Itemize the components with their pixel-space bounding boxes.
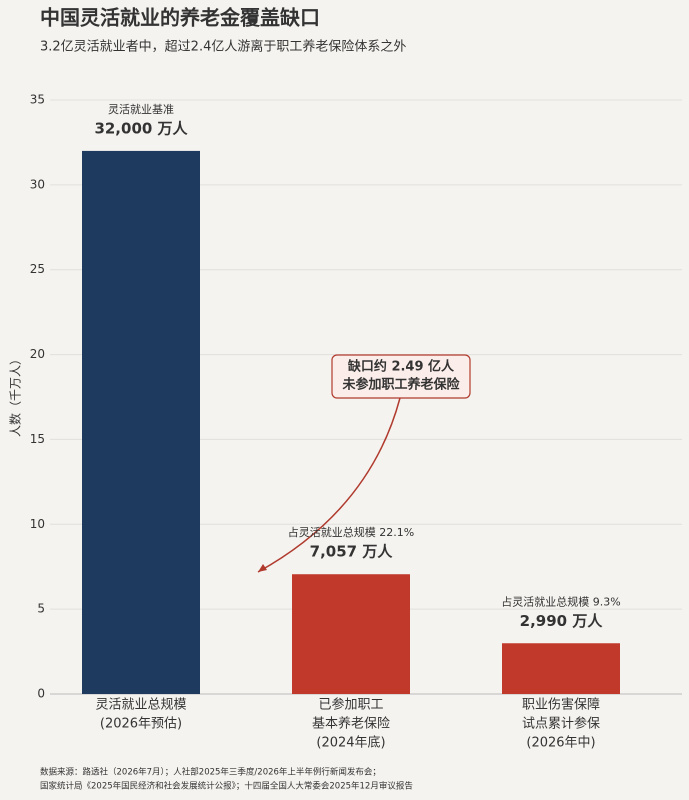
chart-subtitle: 3.2亿灵活就业者中，超过2.4亿人游离于职工养老保险体系之外 — [40, 39, 406, 55]
y-tick-label: 5 — [37, 602, 45, 616]
x-tick-label: 职业伤害保障 — [522, 697, 600, 713]
y-tick-label: 25 — [30, 262, 45, 276]
chart-title: 中国灵活就业的养老金覆盖缺口 — [40, 6, 320, 30]
y-tick-label: 15 — [30, 432, 45, 446]
value-label: 32,000 万人 — [94, 119, 188, 137]
bar — [292, 574, 410, 694]
bar-note: 占灵活就业总规模 9.3% — [501, 594, 620, 608]
x-tick-label: 基本养老保险 — [312, 716, 390, 732]
y-tick-label: 35 — [30, 93, 45, 107]
bar-note: 灵活就业基准 — [108, 102, 174, 116]
y-tick-label: 30 — [30, 177, 45, 191]
bar-note: 占灵活就业总规模 22.1% — [288, 525, 414, 539]
bar — [82, 150, 200, 694]
y-tick-label: 20 — [30, 347, 45, 361]
annotation-box — [331, 354, 471, 399]
x-tick-label: 灵活就业总规模 — [95, 698, 186, 713]
y-tick-label: 10 — [30, 517, 45, 531]
annotation-arrow — [257, 397, 401, 573]
annotation-text: 缺口约 2.49 亿人 — [347, 359, 455, 375]
source-note: 数据来源：路透社（2026年7月）；人社部2025年三季度/2026年上半年例行… — [40, 767, 381, 778]
annotation-text: 未参加职工养老保险 — [341, 377, 460, 393]
bar — [502, 643, 620, 694]
x-tick-label: (2026年中) — [526, 736, 595, 751]
value-label: 7,057 万人 — [310, 543, 394, 561]
arrow-head — [258, 564, 267, 572]
y-axis-label: 人数（千万人） — [8, 353, 23, 437]
x-tick-label: (2024年底) — [316, 735, 385, 751]
x-tick-label: 已参加职工 — [318, 697, 383, 713]
x-tick-label: (2026年预估) — [100, 717, 182, 732]
value-label: 2,990 万人 — [520, 612, 604, 630]
source-note: 国家统计局《2025年国民经济和社会发展统计公报》；十四届全国人大常委会2025… — [40, 781, 413, 792]
y-tick-label: 0 — [37, 687, 45, 701]
x-tick-label: 试点累计参保 — [522, 716, 600, 732]
